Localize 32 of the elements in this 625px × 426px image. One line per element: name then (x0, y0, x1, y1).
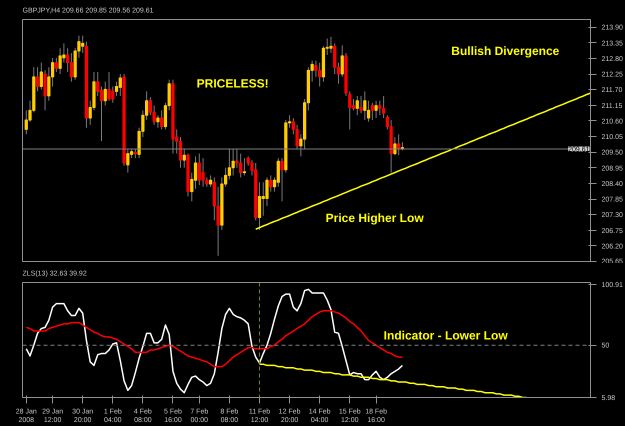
candlestick (359, 95, 363, 114)
candlestick (201, 158, 205, 188)
candlestick (160, 110, 164, 130)
candlestick (58, 48, 62, 75)
candlestick (156, 114, 160, 128)
annotation: Indicator - Lower Low (384, 328, 508, 342)
candlestick (370, 102, 374, 121)
annotation: Price Higher Low (326, 210, 424, 225)
candlestick (356, 95, 359, 116)
annotation: Bullish Divergence (451, 44, 560, 58)
candlestick (107, 72, 111, 102)
candlestick (265, 176, 269, 207)
line-series (254, 92, 590, 230)
candlestick (242, 158, 246, 176)
candlestick (280, 158, 284, 202)
candlestick (239, 153, 242, 178)
candlestick (269, 174, 272, 192)
candlestick (374, 100, 378, 119)
candlestick (363, 90, 366, 121)
annotation: PRICELESS! (196, 76, 269, 91)
candlestick (208, 174, 212, 188)
candlestick (378, 100, 382, 116)
candlestick (54, 57, 58, 73)
candlestick (36, 66, 40, 92)
candlestick (118, 74, 122, 96)
candlestick (258, 182, 262, 230)
candlestick (262, 182, 265, 216)
candlestick (329, 36, 333, 54)
line-series (258, 363, 528, 398)
candlestick (70, 52, 74, 82)
candlestick (318, 62, 322, 88)
candlestick (198, 153, 201, 186)
